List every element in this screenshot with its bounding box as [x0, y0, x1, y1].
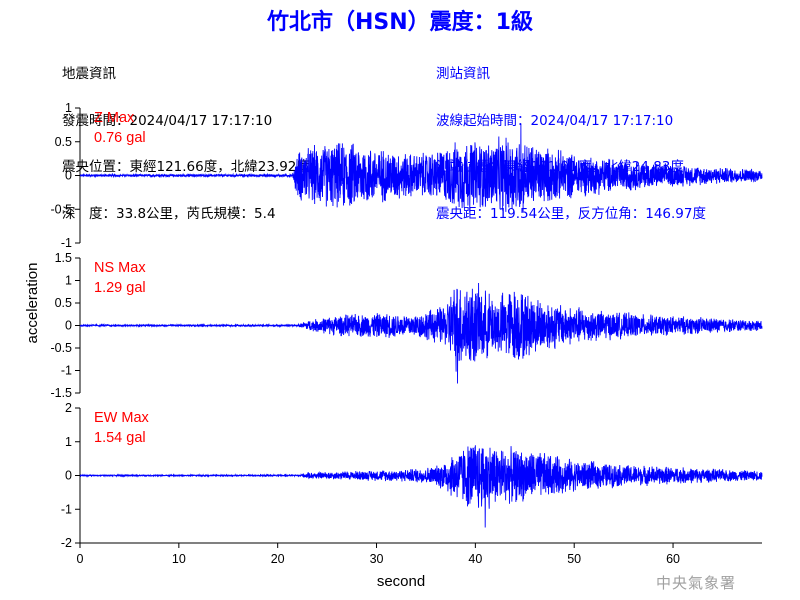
waveform-ew [79, 445, 763, 528]
x-tick-label: 20 [271, 552, 285, 566]
y-tick-label: -0.5 [50, 202, 72, 216]
y-tick-label: -1 [61, 364, 72, 378]
chart-title: 竹北市（HSN）震度：1級 [267, 10, 533, 35]
y-tick-label: 0 [65, 319, 72, 333]
x-tick-label: 40 [468, 552, 482, 566]
max-title-ew: EW Max [94, 410, 150, 426]
y-tick-label: 1 [65, 274, 72, 288]
y-tick-label: -1 [61, 236, 72, 250]
waveform-ns [79, 282, 763, 384]
max-value-ns: 1.29 gal [94, 280, 146, 296]
wave-start-time: 波線起始時間：2024/04/17 17:17:10 [436, 112, 674, 129]
quake-info-heading: 地震資訊 [62, 66, 116, 82]
y-tick-label: 2 [65, 401, 72, 415]
max-value-ew: 1.54 gal [94, 430, 146, 446]
y-tick-label: 0 [65, 469, 72, 483]
agency-watermark: 中央氣象署 [656, 574, 737, 592]
y-tick-label: -2 [61, 536, 72, 550]
origin-time: 發震時間：2024/04/17 17:17:10 [62, 112, 273, 129]
max-title-z: Z Max [94, 110, 135, 126]
x-axis-label: second [377, 573, 425, 590]
waveform-z [79, 124, 763, 213]
quake-info-block: 地震資訊 發震時間：2024/04/17 17:17:10 震央位置：東經121… [62, 36, 310, 238]
y-tick-label: -0.5 [50, 341, 72, 355]
y-tick-label: 0 [65, 169, 72, 183]
y-tick-label: 1 [65, 435, 72, 449]
station-info-heading: 測站資訊 [436, 66, 490, 82]
y-tick-label: -1.5 [50, 386, 72, 400]
y-tick-label: 0.5 [55, 135, 72, 149]
y-axis-label: acceleration [24, 263, 41, 344]
x-tick-label: 0 [77, 552, 84, 566]
x-tick-label: 60 [666, 552, 680, 566]
max-title-ns: NS Max [94, 260, 146, 276]
distance-azimuth: 震央距：119.54公里，反方位角：146.97度 [436, 205, 706, 222]
depth-magnitude: 深 度：33.8公里，芮氏規模：5.4 [62, 205, 276, 222]
y-tick-label: 0.5 [55, 296, 72, 310]
station-info-block: 測站資訊 波線起始時間：2024/04/17 17:17:10 測站位置：東經1… [436, 36, 706, 238]
y-tick-label: -1 [61, 502, 72, 516]
x-tick-label: 30 [370, 552, 384, 566]
epicenter-location: 震央位置：東經121.66度，北緯23.92度 [62, 159, 310, 175]
x-tick-label: 50 [567, 552, 581, 566]
y-tick-label: 1 [65, 101, 72, 115]
x-tick-label: 10 [172, 552, 186, 566]
y-tick-label: 1.5 [55, 251, 72, 265]
max-value-z: 0.76 gal [94, 130, 146, 146]
